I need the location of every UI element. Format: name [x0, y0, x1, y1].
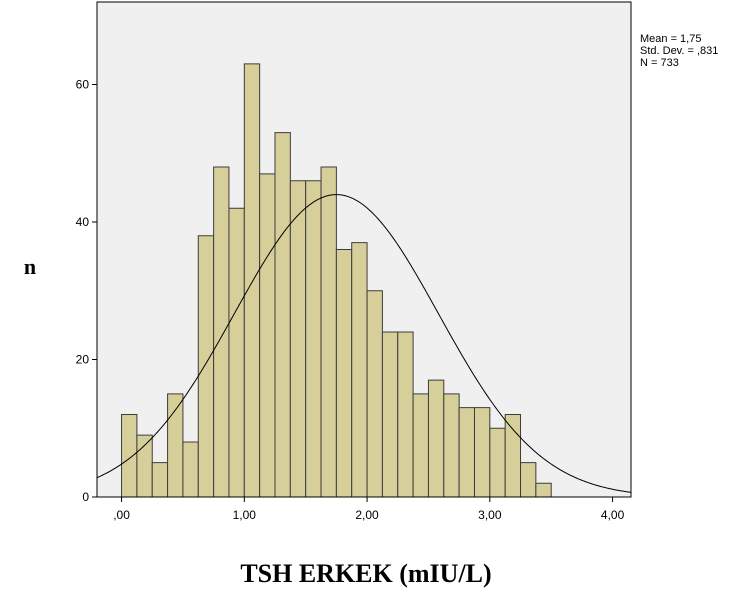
histogram-bar — [351, 242, 368, 498]
histogram-bar — [520, 462, 537, 498]
histogram-bar — [458, 407, 475, 498]
histogram-bar — [443, 393, 460, 498]
histogram-bars — [121, 63, 552, 498]
y-axis-ticks: 0 20 40 60 — [76, 78, 97, 504]
x-axis-title: TSH ERKEK (mIU/L) — [240, 559, 491, 588]
x-tick-label: 3,00 — [478, 508, 502, 522]
histogram-bar — [366, 290, 383, 498]
histogram-bar — [305, 180, 322, 498]
x-tick-label: 2,00 — [355, 508, 379, 522]
histogram-bar — [289, 180, 307, 498]
histogram-bar — [381, 331, 399, 498]
y-tick-label: 60 — [76, 78, 90, 92]
histogram-bar — [427, 379, 445, 498]
x-tick-label: 4,00 — [601, 508, 625, 522]
y-tick-label: 40 — [76, 215, 90, 229]
normal-curve — [96, 194, 632, 493]
histogram-bar — [504, 414, 522, 498]
stats-n: N = 733 — [640, 57, 679, 69]
histogram-bar — [228, 207, 245, 498]
y-tick-label: 0 — [82, 490, 89, 504]
histogram-bar — [151, 462, 169, 498]
histogram-bar — [274, 132, 291, 498]
histogram-bar — [136, 434, 153, 498]
histogram-bar — [535, 482, 552, 498]
x-axis-ticks: ,00 1,00 2,00 3,00 4,00 — [113, 497, 625, 522]
stats-std-dev: Std. Dev. = ,831 — [640, 45, 718, 57]
histogram-bar — [397, 331, 414, 498]
stats-box: Mean = 1,75 Std. Dev. = ,831 N = 733 — [640, 33, 718, 69]
y-tick-label: 20 — [76, 353, 90, 367]
histogram-bar — [335, 249, 353, 498]
histogram-bar — [320, 166, 337, 498]
x-tick-label: 1,00 — [233, 508, 257, 522]
histogram-bar — [243, 63, 261, 498]
histogram-bar — [182, 441, 199, 498]
stats-mean: Mean = 1,75 — [640, 33, 701, 45]
histogram-bar — [412, 393, 429, 498]
histogram-bar — [473, 407, 491, 498]
histogram-bar — [213, 166, 230, 498]
histogram-bar — [197, 235, 215, 498]
y-axis-title: n — [24, 254, 36, 279]
histogram-bar — [259, 173, 276, 498]
histogram-bar — [489, 427, 506, 498]
x-tick-label: ,00 — [113, 508, 130, 522]
histogram-bar — [121, 414, 138, 498]
